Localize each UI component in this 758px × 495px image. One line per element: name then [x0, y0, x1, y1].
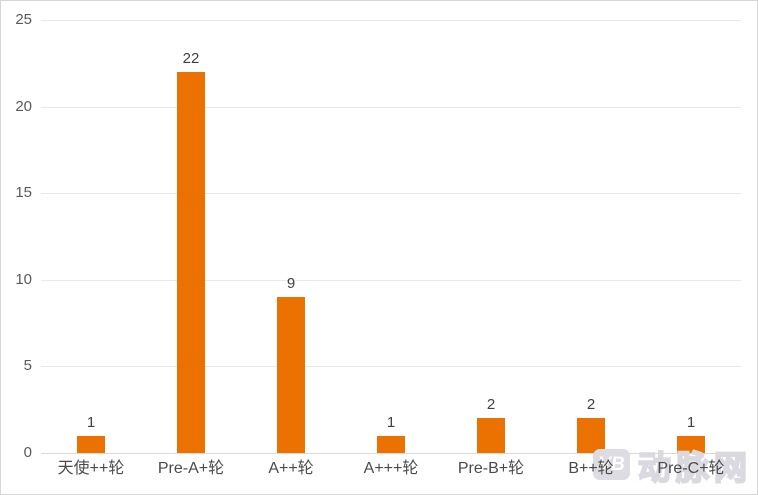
bar — [177, 72, 205, 453]
y-tick-label: 20 — [15, 97, 32, 115]
bar — [377, 435, 405, 453]
bar — [577, 418, 605, 453]
gridline — [41, 106, 741, 108]
gridline — [41, 366, 741, 368]
x-axis-label: Pre-C+轮 — [657, 460, 725, 477]
gridline — [41, 20, 741, 21]
y-tick-label: 10 — [15, 270, 32, 288]
value-label: 2 — [486, 396, 496, 414]
value-label: 1 — [86, 413, 96, 431]
x-axis-label: Pre-B+轮 — [457, 460, 525, 477]
x-axis-line — [41, 453, 741, 454]
value-label: 22 — [182, 50, 200, 67]
x-axis-label: Pre-A+轮 — [157, 460, 225, 477]
x-axis-label: A+++轮 — [363, 460, 419, 477]
y-tick-label: 0 — [23, 444, 32, 461]
y-tick-label: 5 — [23, 357, 32, 375]
bar — [77, 435, 105, 453]
value-label: 2 — [586, 396, 596, 414]
bar — [677, 435, 705, 453]
bar — [477, 418, 505, 453]
y-tick-label: 15 — [15, 184, 32, 202]
x-axis-label: A++轮 — [268, 460, 314, 477]
bar — [277, 297, 305, 453]
value-label: 9 — [286, 275, 296, 293]
gridline — [41, 193, 741, 195]
y-tick-label: 25 — [15, 11, 32, 28]
x-axis-label: 天使++轮 — [57, 460, 125, 477]
value-label: 1 — [386, 413, 396, 431]
value-label: 1 — [686, 413, 696, 431]
gridline — [41, 279, 741, 281]
